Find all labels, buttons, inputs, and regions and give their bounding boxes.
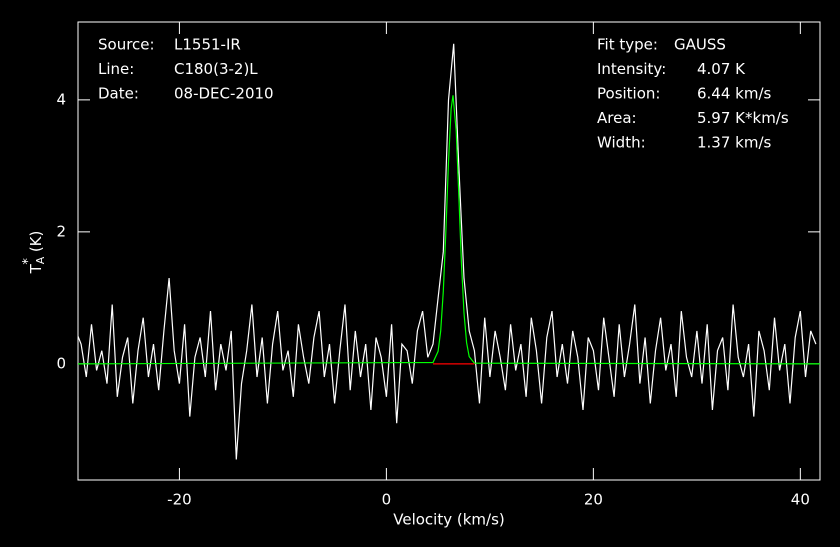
x-tick-label: 40: [791, 491, 810, 509]
x-tick-label: -20: [167, 491, 192, 509]
y-tick-label: 0: [56, 354, 66, 372]
x-axis-label: Velocity (km/s): [393, 511, 504, 529]
info-value: 1.37 km/s: [697, 134, 772, 152]
info-value: 4.07 K: [697, 60, 746, 78]
y-tick-label: 2: [56, 222, 66, 240]
info-label: Source:: [98, 36, 155, 54]
spectrum-line: [78, 95, 820, 365]
info-value: L1551-IR: [174, 36, 241, 54]
info-value: 6.44 km/s: [697, 85, 772, 103]
info-value: 08-DEC-2010: [174, 85, 274, 103]
info-label: Line:: [98, 60, 134, 78]
y-tick-label: 4: [56, 90, 66, 108]
info-value: C180(3-2)L: [174, 60, 258, 78]
info-label: Area:: [597, 109, 637, 127]
y-axis-label: TA*(K): [21, 231, 48, 275]
info-value: 5.97 K*km/s: [697, 109, 789, 127]
info-label: Date:: [98, 85, 139, 103]
info-label: Width:: [597, 134, 646, 152]
plot-frame: [77, 21, 821, 481]
info-label: Fit type:: [597, 36, 658, 54]
x-tick-label: 20: [584, 491, 603, 509]
info-label: Intensity:: [597, 60, 666, 78]
spectrum-line: [78, 43, 817, 460]
info-label: Position:: [597, 85, 660, 103]
info-value: GAUSS: [674, 36, 726, 54]
x-tick-label: 0: [382, 491, 392, 509]
